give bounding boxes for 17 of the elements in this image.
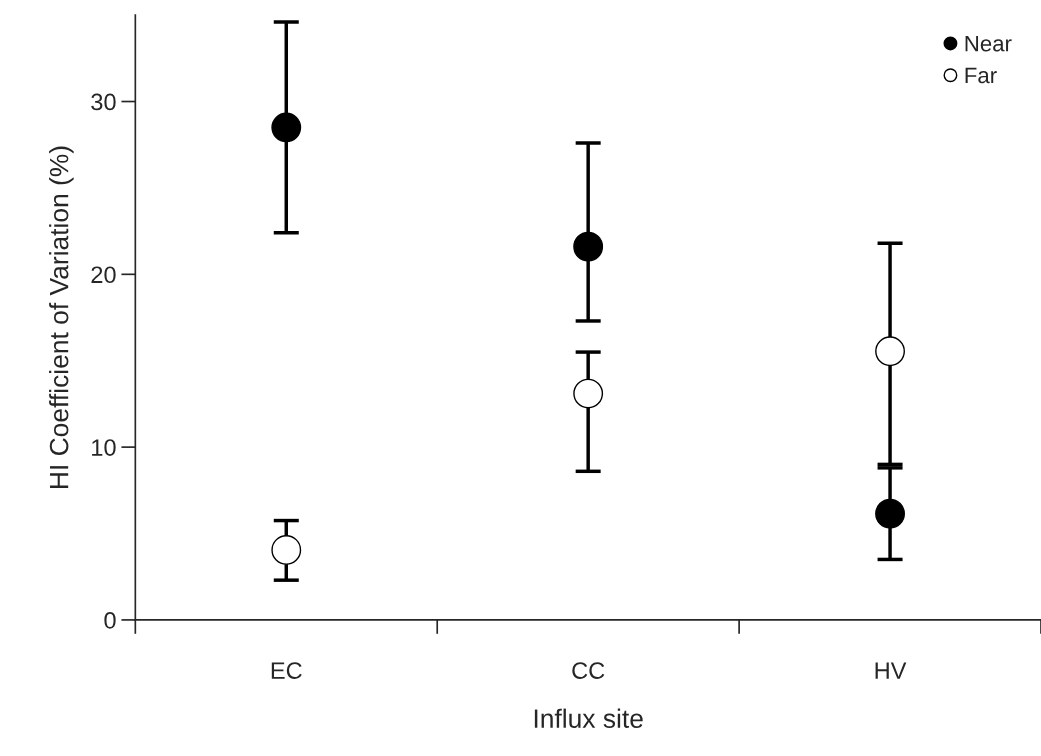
y-tick-label: 10 bbox=[92, 439, 116, 456]
y-tick-label: 30 bbox=[91, 93, 116, 111]
legend-label: Far bbox=[965, 67, 997, 84]
point bbox=[573, 378, 604, 409]
y-axis-title: HI Coefficient of Variation (%) bbox=[49, 146, 74, 488]
point bbox=[875, 336, 905, 367]
point bbox=[573, 231, 604, 262]
x-tick-label: CC bbox=[572, 662, 605, 679]
point bbox=[271, 535, 302, 565]
point bbox=[875, 498, 905, 529]
y-tick-label: 20 bbox=[91, 266, 116, 284]
x-axis-title: Influx site bbox=[534, 708, 643, 728]
legend-label: Near bbox=[965, 35, 1012, 52]
x-tick-label: HV bbox=[875, 662, 907, 679]
y-tick-label: 0 bbox=[104, 611, 116, 629]
point bbox=[271, 112, 302, 143]
x-tick-label: EC bbox=[271, 662, 302, 679]
